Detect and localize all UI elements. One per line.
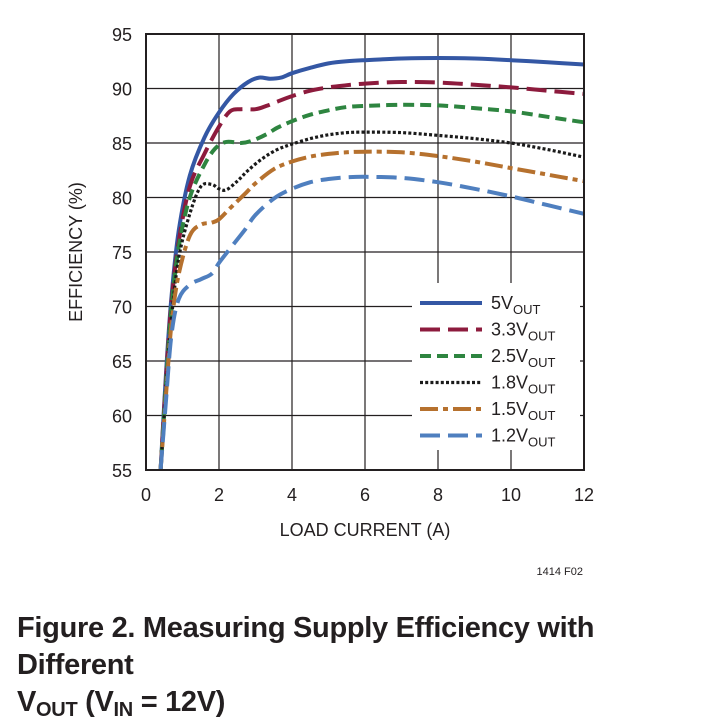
x-tick-label: 12 bbox=[574, 485, 594, 505]
y-tick-label: 55 bbox=[112, 461, 132, 481]
legend-label: 2.5VOUT bbox=[491, 346, 556, 370]
x-tick-label: 4 bbox=[287, 485, 297, 505]
plot-frame bbox=[145, 33, 585, 471]
series-lines bbox=[158, 55, 585, 471]
y-tick-label: 70 bbox=[112, 298, 132, 318]
legend-label: 5VOUT bbox=[491, 293, 541, 317]
x-tick-label: 8 bbox=[433, 485, 443, 505]
legend-label: 1.5VOUT bbox=[491, 399, 556, 423]
series-line-3p3v bbox=[158, 79, 585, 471]
tick-labels: 0 2 4 6 8 10 12 55 60 65 70 75 80 85 90 95 bbox=[112, 25, 594, 505]
legend-label: 1.8VOUT bbox=[491, 373, 556, 397]
caption-vout-main: V bbox=[17, 686, 37, 718]
y-axis-title: EFFICIENCY (%) bbox=[66, 182, 86, 322]
y-tick-label: 75 bbox=[112, 243, 132, 263]
y-tick-label: 80 bbox=[112, 189, 132, 209]
caption-paren-open: (V bbox=[77, 686, 114, 718]
caption-line-2: VOUT (VIN = 12V) bbox=[17, 684, 697, 721]
y-tick-label: 65 bbox=[112, 352, 132, 372]
series-line-1p8v bbox=[159, 130, 585, 471]
figure-code: 1414 F02 bbox=[537, 566, 583, 578]
y-tick-label: 60 bbox=[112, 407, 132, 427]
legend-background bbox=[412, 283, 580, 450]
efficiency-chart: 0 2 4 6 8 10 12 55 60 65 70 75 80 85 90 95 5VOUT 3.3VOUT… bbox=[66, 25, 594, 578]
y-tick-label: 90 bbox=[112, 80, 132, 100]
caption-paren-rest: = 12V) bbox=[132, 686, 226, 718]
x-tick-label: 6 bbox=[360, 485, 370, 505]
series-line-1p5v bbox=[158, 149, 585, 471]
caption-line-1: Figure 2. Measuring Supply Efficiency wi… bbox=[17, 612, 595, 681]
x-tick-label: 0 bbox=[141, 485, 151, 505]
y-tick-label: 85 bbox=[112, 134, 132, 154]
series-line-2p5v bbox=[158, 102, 585, 471]
figure-caption: Figure 2. Measuring Supply Efficiency wi… bbox=[17, 610, 697, 721]
legend-label: 1.2VOUT bbox=[491, 426, 556, 450]
caption-vout-sub: OUT bbox=[36, 699, 78, 721]
series-line-1p2v bbox=[158, 174, 585, 471]
x-axis-title: LOAD CURRENT (A) bbox=[280, 520, 451, 540]
x-tick-label: 10 bbox=[501, 485, 521, 505]
chart-grid bbox=[146, 34, 584, 470]
legend-label: 3.3VOUT bbox=[491, 320, 556, 344]
x-tick-label: 2 bbox=[214, 485, 224, 505]
caption-vin-sub: IN bbox=[113, 699, 134, 721]
y-tick-label: 95 bbox=[112, 25, 132, 45]
